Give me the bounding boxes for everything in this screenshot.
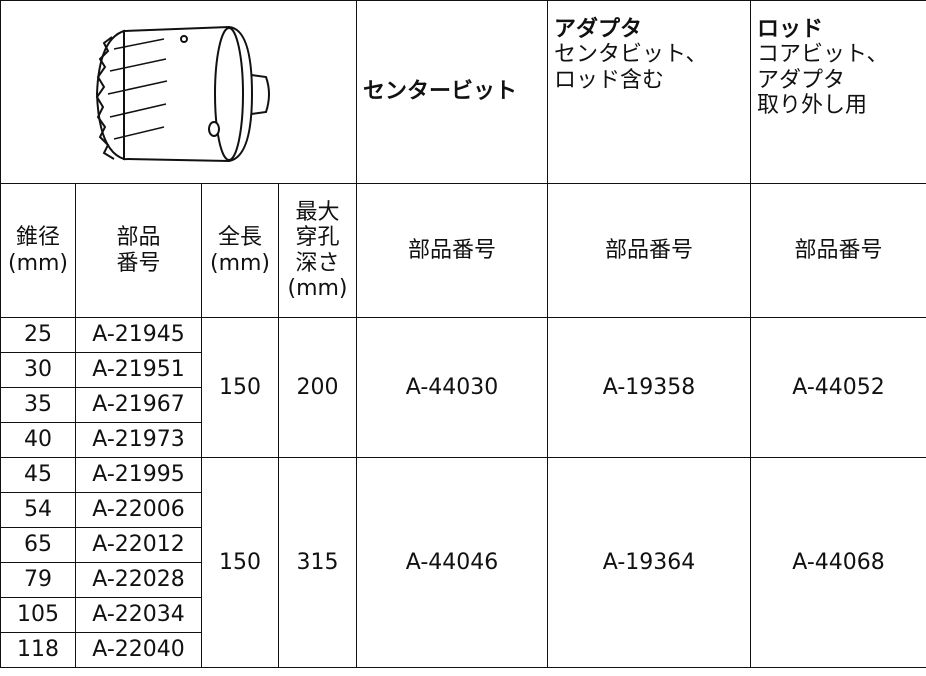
diameter: 79 <box>0 562 76 598</box>
part-number: A-22040 <box>75 632 202 668</box>
column-header-line: (mm) <box>7 250 69 276</box>
core-bit-image <box>95 25 270 162</box>
data-row: 25 A-21945 150 200 A-44030 A-19358 A-44052 <box>0 317 926 458</box>
part-number: A-21945 <box>75 317 202 353</box>
diameter: 54 <box>0 492 76 528</box>
column-header-line: 部品番号 <box>407 237 496 263</box>
column-header: 部品番号 <box>750 183 926 318</box>
image-row: センタービット アダプタ センタビット、 ロッド含む ロッド コアビット、 アダプタ 取り… <box>0 0 926 184</box>
rod-title: ロッド <box>757 17 824 42</box>
adapter-part: A-19358 <box>547 317 751 458</box>
adapter-line: ロッド含む <box>554 67 665 93</box>
part-number: A-21967 <box>75 387 202 423</box>
center-bit-part: A-44030 <box>356 317 548 458</box>
data-row: 35 A-21967 <box>0 387 926 423</box>
column-header-line: 深さ <box>295 250 340 276</box>
diameter: 105 <box>0 597 76 633</box>
data-row: 45 A-21995 150 315 A-44046 A-19364 A-44068 <box>0 457 926 668</box>
column-header: 最大 穿孔 深さ (mm) <box>278 183 357 318</box>
column-header-line: 錐径 <box>15 225 60 251</box>
rod-header: ロッド コアビット、 アダプタ 取り外し用 <box>750 0 926 184</box>
column-header: 全長 (mm) <box>201 183 279 318</box>
rod-part: A-44052 <box>750 317 926 458</box>
diameter: 45 <box>0 457 76 493</box>
data-row: 54 A-22006 <box>0 492 926 528</box>
diameter: 25 <box>0 317 76 353</box>
column-header-line: (mm) <box>209 250 271 276</box>
column-header: 錐径 (mm) <box>0 183 76 318</box>
column-header-line: 番号 <box>116 250 161 276</box>
column-header-line: (mm) <box>287 275 348 301</box>
part-number: A-22028 <box>75 562 202 598</box>
data-row: 105 A-22034 <box>0 597 926 633</box>
part-number: A-22034 <box>75 597 202 633</box>
rod-line: 取り外し用 <box>757 92 868 118</box>
max-depth: 200 <box>278 317 357 458</box>
part-number: A-21951 <box>75 352 202 388</box>
rod-part: A-44068 <box>750 457 926 668</box>
part-number: A-22012 <box>75 527 202 563</box>
adapter-line: センタビット、 <box>554 42 708 68</box>
adapter-header: アダプタ センタビット、 ロッド含む <box>547 0 751 184</box>
column-header: 部品番号 <box>75 183 202 318</box>
product-image-cell <box>0 0 357 184</box>
column-header-line: 部品番号 <box>604 237 693 263</box>
rod-line: アダプタ <box>757 67 846 93</box>
diameter: 30 <box>0 352 76 388</box>
column-header-line: 部品番号 <box>794 237 883 263</box>
column-header-line: 部品 <box>116 225 161 251</box>
data-row: 79 A-22028 <box>0 562 926 598</box>
diameter: 40 <box>0 422 76 458</box>
center-bit-part: A-44046 <box>356 457 548 668</box>
diameter: 35 <box>0 387 76 423</box>
data-row: 30 A-21951 <box>0 352 926 388</box>
diameter: 65 <box>0 527 76 563</box>
adapter-part: A-19364 <box>547 457 751 668</box>
part-number: A-22006 <box>75 492 202 528</box>
adapter-title: アダプタ <box>554 17 643 42</box>
column-header: 部品番号 <box>547 183 751 318</box>
length: 150 <box>201 317 279 458</box>
part-number: A-21995 <box>75 457 202 493</box>
part-number: A-21973 <box>75 422 202 458</box>
center-bit-header: センタービット <box>356 0 548 184</box>
column-header-line: 全長 <box>217 225 262 251</box>
data-row: 118 A-22040 <box>0 632 926 668</box>
diameter: 118 <box>0 632 76 668</box>
column-header-line: 穿孔 <box>295 225 340 251</box>
rod-line: コアビット、 <box>757 42 889 68</box>
column-header-row: 錐径 (mm) 部品 番号 全長 (mm) 最大 穿孔 深さ (mm) 部品番号 部品番号 部品番号 <box>0 183 926 318</box>
column-header: 部品番号 <box>356 183 548 318</box>
column-header-line: 最大 <box>295 199 340 225</box>
length: 150 <box>201 457 279 668</box>
max-depth: 315 <box>278 457 357 668</box>
